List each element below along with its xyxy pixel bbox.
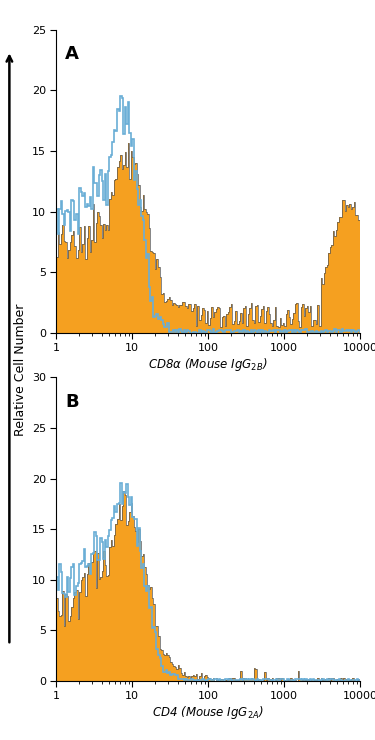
- Text: A: A: [65, 44, 79, 63]
- Text: B: B: [65, 392, 79, 411]
- X-axis label: CD4 (Mouse IgG$_{2A}$): CD4 (Mouse IgG$_{2A}$): [152, 704, 264, 721]
- X-axis label: CD8α (Mouse IgG$_{2B}$): CD8α (Mouse IgG$_{2B}$): [148, 356, 268, 373]
- Text: Relative Cell Number: Relative Cell Number: [14, 304, 27, 436]
